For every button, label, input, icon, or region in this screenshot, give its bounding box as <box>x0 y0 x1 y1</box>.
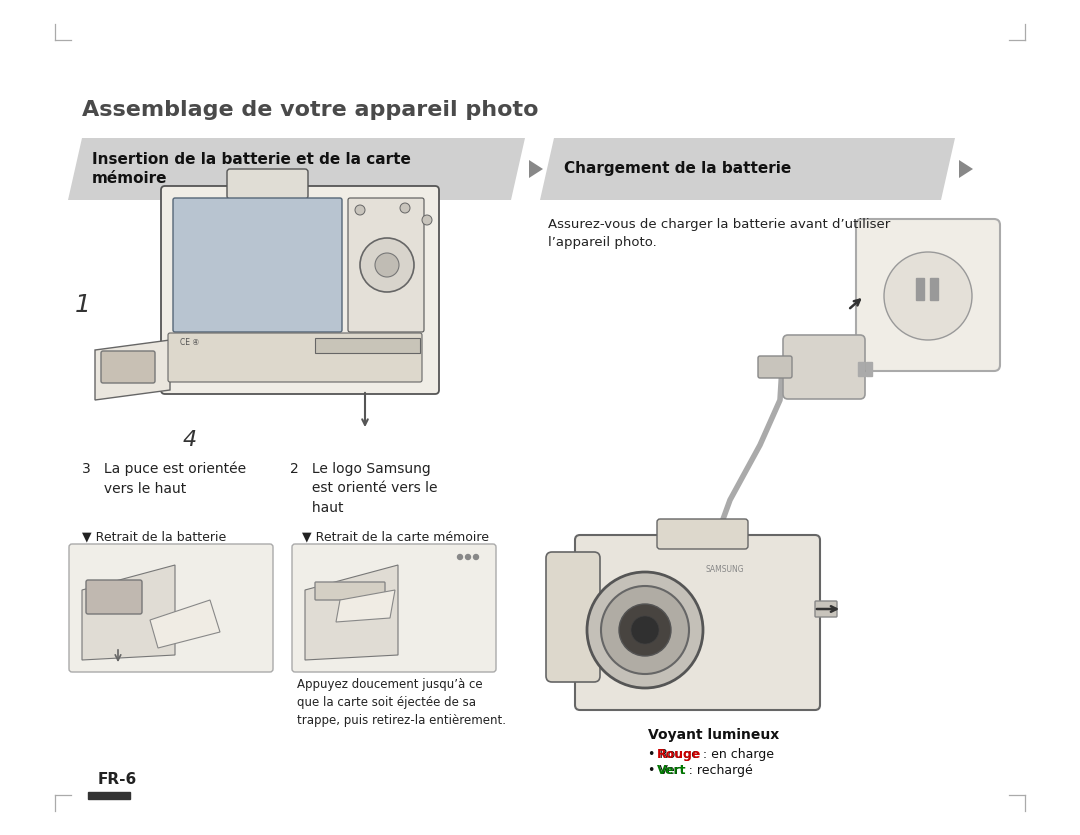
FancyBboxPatch shape <box>348 198 424 332</box>
Bar <box>916 278 924 300</box>
Circle shape <box>375 253 399 277</box>
Text: 1: 1 <box>76 293 91 317</box>
Circle shape <box>360 238 414 292</box>
Circle shape <box>422 215 432 225</box>
Polygon shape <box>529 160 543 178</box>
Text: • Vert : rechargé: • Vert : rechargé <box>648 764 753 777</box>
FancyBboxPatch shape <box>86 580 141 614</box>
FancyBboxPatch shape <box>815 601 837 617</box>
Polygon shape <box>95 340 170 400</box>
Text: ▼ Retrait de la batterie: ▼ Retrait de la batterie <box>82 530 226 543</box>
Polygon shape <box>150 600 220 648</box>
FancyBboxPatch shape <box>856 219 1000 371</box>
FancyBboxPatch shape <box>546 552 600 682</box>
FancyBboxPatch shape <box>227 169 308 199</box>
Text: SAMSUNG: SAMSUNG <box>705 565 744 574</box>
Text: Voyant lumineux: Voyant lumineux <box>648 728 780 742</box>
FancyBboxPatch shape <box>292 544 496 672</box>
FancyBboxPatch shape <box>102 351 156 383</box>
Circle shape <box>400 203 410 213</box>
Text: Rouge: Rouge <box>657 748 701 761</box>
FancyBboxPatch shape <box>315 582 384 600</box>
Circle shape <box>885 252 972 340</box>
FancyBboxPatch shape <box>168 333 422 382</box>
Polygon shape <box>305 565 399 660</box>
Polygon shape <box>959 160 973 178</box>
Polygon shape <box>540 138 955 200</box>
Polygon shape <box>82 565 175 660</box>
Text: Assurez-vous de charger la batterie avant d’utiliser
l’appareil photo.: Assurez-vous de charger la batterie avan… <box>548 218 890 249</box>
Text: FR-6: FR-6 <box>98 772 137 787</box>
FancyBboxPatch shape <box>783 335 865 399</box>
Bar <box>930 278 939 300</box>
Text: ▼ Retrait de la carte mémoire: ▼ Retrait de la carte mémoire <box>302 530 489 543</box>
Circle shape <box>355 205 365 215</box>
Polygon shape <box>68 138 525 200</box>
Circle shape <box>588 572 703 688</box>
Text: • Rouge : en charge: • Rouge : en charge <box>648 748 774 761</box>
FancyBboxPatch shape <box>758 356 792 378</box>
FancyBboxPatch shape <box>575 535 820 710</box>
Text: 4: 4 <box>183 430 197 450</box>
Polygon shape <box>315 338 420 353</box>
Text: 3   La puce est orientée
     vers le haut: 3 La puce est orientée vers le haut <box>82 462 246 496</box>
FancyBboxPatch shape <box>69 544 273 672</box>
Bar <box>866 362 872 376</box>
Circle shape <box>600 586 689 674</box>
Bar <box>858 362 864 376</box>
FancyBboxPatch shape <box>657 519 748 549</box>
Circle shape <box>619 604 671 656</box>
FancyBboxPatch shape <box>161 186 438 394</box>
Text: Vert: Vert <box>657 764 687 777</box>
Polygon shape <box>336 590 395 622</box>
Text: 2   Le logo Samsung
     est orienté vers le
     haut: 2 Le logo Samsung est orienté vers le ha… <box>291 462 437 515</box>
Bar <box>87 792 130 799</box>
Text: Appuyez doucement jusqu’à ce
que la carte soit éjectée de sa
trappe, puis retire: Appuyez doucement jusqu’à ce que la cart… <box>297 678 507 727</box>
Text: Insertion de la batterie et de la carte
mémoire: Insertion de la batterie et de la carte … <box>92 152 410 186</box>
Circle shape <box>458 554 462 559</box>
Circle shape <box>465 554 471 559</box>
Text: Assemblage de votre appareil photo: Assemblage de votre appareil photo <box>82 100 539 120</box>
Circle shape <box>631 616 659 644</box>
Text: Chargement de la batterie: Chargement de la batterie <box>564 161 792 176</box>
Text: CE ④: CE ④ <box>180 338 199 347</box>
Circle shape <box>473 554 478 559</box>
FancyBboxPatch shape <box>173 198 342 332</box>
